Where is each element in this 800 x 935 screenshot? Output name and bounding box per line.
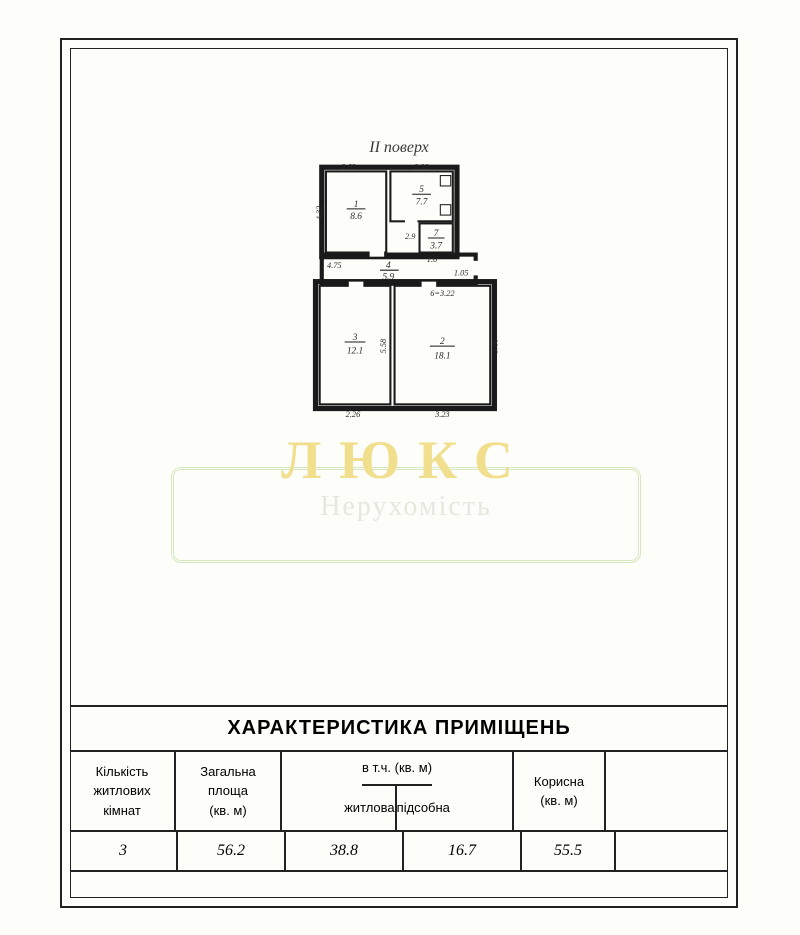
col-including: в т.ч. (кв. м) житлова підсобна: [282, 752, 514, 830]
header-row: Кількість житлових кімнат Загальна площа…: [70, 752, 728, 832]
watermark-sub: Нерухомість: [171, 491, 641, 523]
room-area: 18.1: [434, 352, 450, 362]
floor-plan: 2.03 4.32 1 8.6 2.22 5 7.7 2.9 7 3.7: [301, 161, 511, 421]
dim: 1.05: [454, 268, 469, 277]
room-id: 1: [354, 200, 359, 210]
room-area: 3.7: [429, 241, 442, 251]
room-area: 8.6: [350, 212, 362, 222]
val-rooms: 3: [70, 832, 178, 870]
room-id: 5: [419, 185, 424, 195]
dim: 2.22: [414, 162, 429, 171]
room-id: 4: [386, 261, 391, 271]
val-utility: 16.7: [404, 832, 522, 870]
col-useful: Корисна (кв. м): [514, 752, 606, 830]
room-id: 3: [352, 333, 358, 343]
room-id: 7: [434, 229, 439, 239]
col-living: житлова: [344, 786, 397, 830]
col-rooms: Кількість житлових кімнат: [70, 752, 176, 830]
val-living: 38.8: [286, 832, 404, 870]
section-title: ХАРАКТЕРИСТИКА ПРИМІЩЕНЬ: [70, 707, 728, 752]
document-page: ІІ поверх ЛЮКС Нерухомість 2.03 4.32 1 8…: [60, 38, 738, 908]
val-useful: 55.5: [522, 832, 616, 870]
val-total: 56.2: [178, 832, 286, 870]
dim: 1.6: [427, 255, 438, 264]
including-label: в т.ч. (кв. м): [362, 752, 432, 786]
spacer: [70, 872, 728, 898]
dim: 2.03: [342, 162, 357, 171]
inner-frame: ІІ поверх ЛЮКС Нерухомість 2.03 4.32 1 8…: [70, 48, 728, 898]
watermark-main: ЛЮКС: [171, 429, 641, 491]
room-area: 5.9: [382, 273, 394, 283]
col-utility: підсобна: [397, 786, 450, 830]
col-total: Загальна площа (кв. м): [176, 752, 282, 830]
dim: 5.58: [379, 338, 388, 353]
dim: 2.26: [346, 410, 361, 419]
room-area: 12.1: [347, 346, 363, 356]
dim: 6=3.22: [430, 289, 454, 298]
room-area: 7.7: [416, 198, 428, 208]
title-block: ХАРАКТЕРИСТИКА ПРИМІЩЕНЬ Кількість житло…: [70, 705, 728, 898]
dim: 2.9: [405, 232, 416, 241]
floor-label: ІІ поверх: [71, 139, 727, 157]
room-id: 2: [440, 337, 445, 347]
col-extra: [606, 752, 728, 830]
dim: 4.32: [315, 206, 324, 221]
val-extra: [616, 832, 728, 870]
dim: 3.23: [434, 410, 450, 419]
watermark: ЛЮКС Нерухомість: [171, 429, 641, 559]
dim: 4.75: [327, 261, 342, 270]
values-row: 3 56.2 38.8 16.7 55.5: [70, 832, 728, 872]
dim: 5.60: [491, 338, 500, 353]
